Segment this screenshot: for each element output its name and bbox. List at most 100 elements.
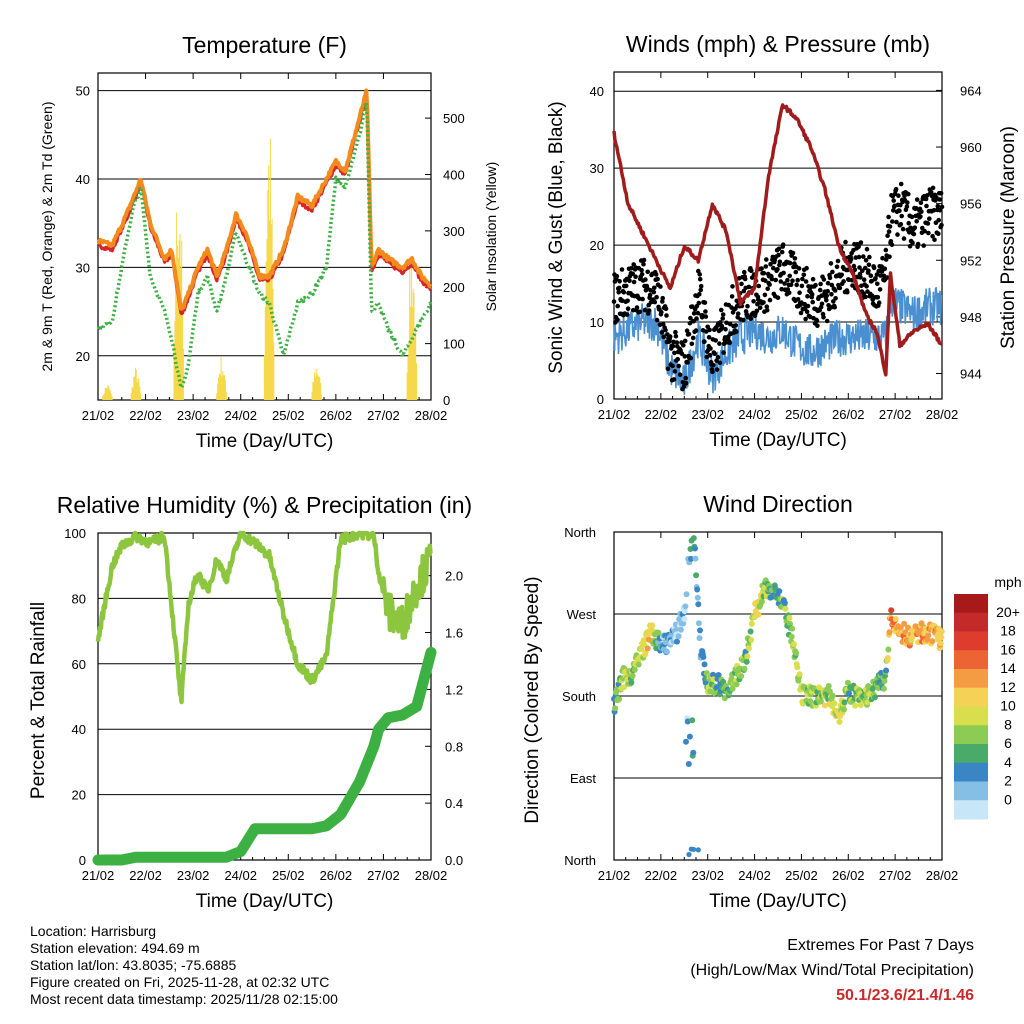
gust-point — [841, 279, 846, 284]
gust-point — [883, 247, 889, 253]
gust-point — [690, 335, 696, 341]
gust-point — [939, 204, 945, 210]
rh-y2-tick-label: 0.4 — [445, 796, 463, 811]
gust-point — [746, 284, 752, 290]
gust-point — [696, 300, 702, 306]
gust-point — [800, 276, 805, 282]
gust-point — [888, 239, 894, 244]
gust-point — [845, 289, 850, 295]
gust-point — [775, 295, 781, 301]
solar-spike — [102, 385, 113, 400]
gust-point — [691, 311, 697, 316]
gust-point — [682, 354, 688, 359]
direction-points — [611, 535, 945, 858]
wind-y2-tick-label: 948 — [960, 310, 982, 325]
gust-point — [876, 300, 882, 306]
gust-point — [718, 320, 723, 325]
gust-point — [795, 277, 800, 283]
colorbar-label: 16 — [1000, 641, 1016, 657]
gust-point — [653, 272, 659, 277]
gust-point — [883, 257, 889, 262]
gust-point — [797, 290, 802, 296]
gust-point — [751, 299, 756, 304]
colorbar-swatch — [954, 744, 988, 764]
latlon-text: Station lat/lon: 43.8035; -75.6885 — [30, 957, 237, 973]
gust-point — [868, 273, 874, 279]
temperature-title: Temperature (F) — [182, 32, 347, 58]
temperature-x-tick-label: 25/02 — [272, 408, 305, 423]
gust-point — [910, 240, 915, 245]
direction-x-tick-label: 28/02 — [926, 868, 959, 883]
gust-point — [803, 316, 808, 322]
gust-point — [867, 254, 872, 260]
direction-point — [663, 648, 670, 655]
gust-point — [858, 275, 863, 280]
gust-point — [824, 298, 829, 303]
gust-point — [805, 294, 810, 299]
dir-y-tick-label: North — [564, 525, 596, 540]
direction-point — [821, 702, 828, 709]
wind-y2-tick-label: 952 — [960, 253, 982, 268]
gust-point — [690, 304, 695, 309]
gust-point — [874, 272, 880, 277]
direction-point — [616, 696, 623, 703]
gust-point — [721, 350, 726, 355]
gust-point — [703, 309, 708, 314]
direction-point — [695, 601, 702, 608]
direction-point — [701, 661, 708, 668]
gust-point — [843, 239, 848, 245]
gust-point — [730, 284, 735, 289]
wind-y2-tick-label: 944 — [960, 367, 982, 382]
humidity-x-tick-label: 28/02 — [415, 868, 448, 883]
temperature-frame — [97, 72, 432, 401]
gust-point — [904, 204, 910, 209]
gust-point — [615, 317, 620, 322]
gust-point — [861, 291, 866, 296]
gust-point — [901, 236, 907, 241]
direction-point — [841, 706, 847, 713]
gust-point — [860, 268, 865, 274]
gust-point — [715, 355, 721, 360]
gust-point — [703, 314, 709, 319]
gust-point — [645, 269, 650, 275]
gust-point — [863, 294, 868, 300]
temperature-xlabel: Time (Day/UTC) — [196, 431, 334, 452]
direction-point — [741, 665, 748, 672]
direction-point — [744, 653, 751, 660]
direction-point — [674, 638, 680, 645]
gust-point — [639, 267, 644, 273]
gust-point — [780, 242, 786, 247]
gust-point — [922, 228, 927, 234]
wind-y-tick-label: 30 — [590, 161, 604, 176]
location-text: Location: Harrisburg — [30, 923, 157, 939]
direction-point — [883, 667, 890, 674]
gust-point — [781, 270, 786, 276]
dir-y-tick-label: South — [562, 689, 596, 704]
gust-point — [890, 219, 895, 224]
gust-point — [713, 338, 718, 343]
gust-point — [723, 327, 728, 332]
gust-point — [778, 279, 784, 284]
gust-point — [810, 299, 815, 305]
gust-point — [679, 351, 685, 357]
gust-point — [619, 267, 625, 272]
rh-y-tick-label: 60 — [72, 657, 86, 672]
colorbar-label: 18 — [1000, 623, 1016, 639]
gust-point — [814, 318, 820, 324]
dir-ylabel: Direction (Colored By Speed) — [522, 576, 543, 823]
gust-point — [707, 327, 712, 333]
gust-point — [673, 329, 678, 335]
direction-x-tick-label: 21/02 — [598, 868, 631, 883]
temp-y2-tick-label: 500 — [443, 111, 465, 126]
rh-y2-tick-label: 1.2 — [445, 682, 463, 697]
gust-point — [759, 266, 764, 271]
gust-point — [776, 252, 781, 258]
gust-point — [906, 220, 911, 226]
gust-point — [676, 363, 681, 369]
direction-point — [825, 683, 832, 689]
direction-point — [776, 588, 783, 595]
temperature-x-tick-label: 22/02 — [129, 408, 162, 423]
rh-y2-tick-label: 0.8 — [445, 739, 463, 754]
direction-point — [612, 705, 619, 712]
